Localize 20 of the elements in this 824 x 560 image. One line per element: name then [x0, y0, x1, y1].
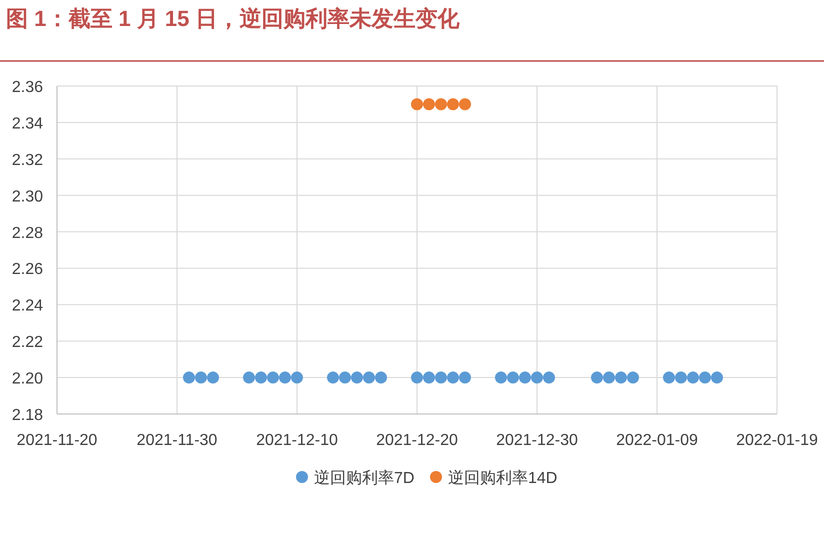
y-tick-label: 2.22: [12, 334, 44, 352]
x-tick-label: 2022-01-09: [616, 432, 698, 449]
y-tick-label: 2.32: [12, 152, 44, 169]
x-tick-label: 2021-11-30: [136, 432, 218, 449]
legend-label: 逆回购利率7D: [314, 469, 414, 487]
y-tick-label: 2.30: [12, 188, 44, 206]
y-tick-label: 2.34: [12, 115, 44, 132]
x-tick-label: 2021-12-30: [496, 432, 578, 449]
y-tick-label: 2.36: [12, 79, 44, 96]
chart-title: 图 1：截至 1 月 15 日，逆回购利率未发生变化: [6, 6, 461, 31]
y-tick-label: 2.24: [12, 298, 44, 315]
y-tick-label: 2.18: [12, 407, 44, 424]
legend-label: 逆回购利率14D: [448, 469, 558, 487]
x-tick-label: 2022-01-19: [736, 432, 818, 449]
x-tick-label: 2021-12-20: [376, 432, 458, 449]
y-tick-label: 2.20: [12, 370, 44, 388]
y-tick-label: 2.28: [12, 224, 44, 242]
y-tick-label: 2.26: [12, 261, 44, 278]
x-tick-label: 2021-11-20: [16, 432, 98, 449]
x-tick-label: 2021-12-10: [256, 432, 338, 449]
